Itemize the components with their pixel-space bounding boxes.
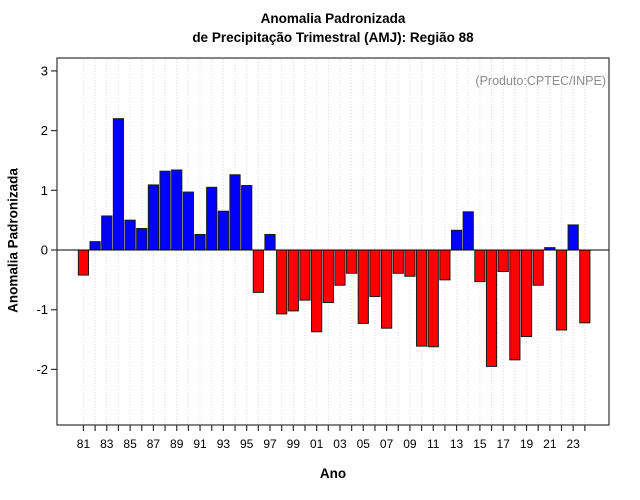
bar-year-95 bbox=[241, 185, 253, 251]
x-tick-label: 11 bbox=[427, 437, 440, 451]
bar-year-91 bbox=[194, 233, 206, 251]
x-tick-label: 07 bbox=[380, 437, 394, 451]
y-tick-label: 1 bbox=[41, 183, 48, 198]
bar-year-89 bbox=[171, 169, 183, 251]
bar-year-12 bbox=[439, 249, 451, 281]
bar-year-20 bbox=[532, 249, 544, 286]
bar-year-14 bbox=[462, 211, 474, 251]
x-tick-label: 13 bbox=[450, 437, 464, 451]
bar-year-18 bbox=[509, 249, 521, 361]
bar-year-86 bbox=[136, 228, 148, 251]
bar-year-04 bbox=[346, 249, 358, 274]
y-tick-label: 3 bbox=[41, 63, 48, 78]
bar-year-94 bbox=[229, 174, 241, 251]
bar-year-92 bbox=[206, 186, 218, 251]
y-tick-label: -2 bbox=[36, 362, 48, 377]
x-tick-label: 93 bbox=[217, 437, 231, 451]
x-tick-label: 99 bbox=[287, 437, 301, 451]
x-tick-label: 19 bbox=[520, 437, 534, 451]
bar-year-05 bbox=[357, 249, 369, 324]
bar-year-88 bbox=[159, 170, 171, 251]
bar-year-10 bbox=[415, 249, 428, 347]
bar-year-82 bbox=[89, 241, 101, 251]
x-tick-label: 85 bbox=[123, 437, 137, 451]
x-tick-label: 91 bbox=[193, 437, 207, 451]
x-tick-label: 21 bbox=[543, 437, 557, 451]
y-tick-label: 0 bbox=[41, 243, 48, 258]
bar-year-07 bbox=[381, 249, 393, 329]
x-tick-label: 23 bbox=[566, 437, 580, 451]
x-tick-label: 87 bbox=[147, 437, 161, 451]
bar-year-13 bbox=[450, 229, 463, 251]
bar-year-06 bbox=[369, 249, 381, 298]
x-tick-label: 05 bbox=[357, 437, 371, 451]
chart-title: Anomalia Padronizada de Precipitação Tri… bbox=[57, 9, 609, 47]
x-tick-label: 83 bbox=[100, 437, 114, 451]
bar-year-84 bbox=[112, 118, 125, 251]
bar-year-08 bbox=[392, 249, 404, 274]
plot-border bbox=[56, 57, 610, 426]
bar-year-19 bbox=[520, 249, 533, 338]
bar-year-81 bbox=[77, 249, 90, 276]
x-tick-label: 97 bbox=[263, 437, 277, 451]
x-axis-label: Ano bbox=[319, 466, 347, 481]
x-tick-label: 95 bbox=[240, 437, 254, 451]
bar-year-96 bbox=[252, 249, 264, 293]
y-tick-label: -1 bbox=[36, 302, 48, 317]
bar-year-03 bbox=[334, 249, 346, 286]
x-tick-label: 03 bbox=[333, 437, 347, 451]
bar-year-24 bbox=[579, 249, 591, 324]
bar-year-11 bbox=[427, 249, 439, 348]
bar-year-02 bbox=[322, 249, 334, 304]
x-tick-label: 09 bbox=[403, 437, 417, 451]
bar-year-00 bbox=[299, 249, 311, 301]
bar-year-97 bbox=[264, 233, 276, 251]
bar-year-90 bbox=[182, 191, 194, 251]
x-tick-label: 89 bbox=[170, 437, 184, 451]
x-tick-label: 01 bbox=[310, 437, 324, 451]
bar-year-83 bbox=[101, 215, 113, 251]
bar-year-98 bbox=[276, 249, 288, 315]
chart-title-line2: de Precipitação Trimestral (AMJ): Região… bbox=[192, 30, 474, 45]
bar-year-16 bbox=[485, 249, 498, 367]
x-tick-label: 15 bbox=[473, 437, 487, 451]
bar-year-85 bbox=[124, 219, 136, 251]
bar-year-93 bbox=[217, 210, 229, 251]
x-tick-label: 81 bbox=[77, 437, 91, 451]
bar-year-01 bbox=[311, 249, 323, 333]
chart-title-line1: Anomalia Padronizada bbox=[260, 11, 406, 26]
bar-year-22 bbox=[555, 249, 568, 331]
bar-year-23 bbox=[567, 224, 579, 251]
bar-year-15 bbox=[474, 249, 486, 283]
y-tick-label: 2 bbox=[41, 123, 48, 138]
bar-year-17 bbox=[497, 249, 509, 272]
bar-year-87 bbox=[147, 184, 160, 251]
x-tick-label: 17 bbox=[497, 437, 511, 451]
produto-credit-label: (Produto:CPTEC/INPE) bbox=[475, 74, 606, 88]
bar-year-99 bbox=[287, 249, 299, 312]
bar-year-09 bbox=[404, 249, 416, 277]
